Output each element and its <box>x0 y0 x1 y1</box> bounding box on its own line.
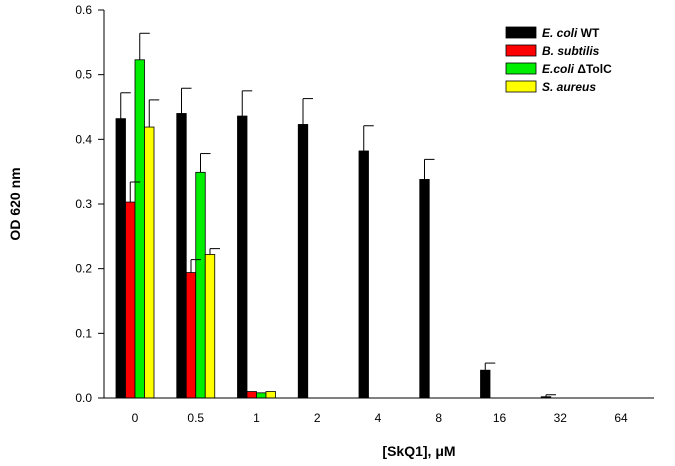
bar-1-2 <box>246 391 257 399</box>
legend-label-1: B. subtilis <box>542 44 600 58</box>
y-tick-label-2: 0.2 <box>75 262 92 276</box>
y-tick-label-6: 0.6 <box>75 3 92 17</box>
y-tick-label-3: 0.3 <box>75 197 92 211</box>
x-axis-title: [SkQ1], μM <box>382 443 455 459</box>
legend-label-plain-0: WT <box>577 26 600 40</box>
bar-0-1 <box>176 113 187 399</box>
legend-label-italic-2: E.coli <box>542 62 575 76</box>
x-tick-label-2: 1 <box>253 411 260 425</box>
bar-1-1 <box>185 272 197 399</box>
bar-2-0 <box>134 59 145 399</box>
bar-0-6 <box>480 369 491 399</box>
legend-label-italic-1: B. subtilis <box>542 44 600 58</box>
error-bars-layer <box>120 32 556 397</box>
bar-0-3 <box>297 124 309 399</box>
x-tick-label-7: 32 <box>554 411 568 425</box>
bar-0-2 <box>237 115 248 399</box>
bar-3-2 <box>265 391 276 399</box>
bar-0-5 <box>419 179 430 399</box>
x-tick-label-8: 64 <box>614 411 628 425</box>
x-tick-label-3: 2 <box>314 411 321 425</box>
legend-label-italic-3: S. aureus <box>542 80 596 94</box>
x-tick-label-0: 0 <box>132 411 139 425</box>
axes-layer <box>98 9 654 399</box>
legend-swatch-3 <box>505 80 537 93</box>
y-tick-label-1: 0.1 <box>75 326 92 340</box>
bar-3-1 <box>204 254 216 399</box>
legend-swatch-2 <box>505 62 537 75</box>
y-tick-label-0: 0.0 <box>75 391 92 405</box>
legend: E. coli WT B. subtilis E.coli ΔTolC S. aure… <box>505 26 612 94</box>
legend-swatch-1 <box>505 44 537 57</box>
x-tick-label-6: 16 <box>493 411 507 425</box>
legend-label-2: E.coli ΔTolC <box>542 62 612 76</box>
x-tick-label-4: 4 <box>375 411 382 425</box>
bar-1-0 <box>125 201 136 399</box>
legend-swatch-0 <box>505 26 537 39</box>
bar-0-0 <box>115 118 126 399</box>
bar-2-2 <box>256 392 267 399</box>
y-axis-title: OD 620 nm <box>7 167 23 240</box>
bar-0-4 <box>358 150 369 399</box>
legend-label-0: E. coli WT <box>542 26 600 40</box>
bar-2-1 <box>195 171 206 399</box>
bars-layer <box>115 59 552 399</box>
y-tick-label-5: 0.5 <box>75 68 92 82</box>
tick-labels-layer: 0.0 0.1 0.2 0.3 0.4 0.5 0.6 0 0.5 1 2 4 8 16 32 64 <box>75 3 628 425</box>
bar-3-0 <box>144 126 155 399</box>
legend-label-italic-0: E. coli <box>542 26 578 40</box>
x-tick-label-5: 8 <box>435 411 442 425</box>
legend-label-3: S. aureus <box>542 80 596 94</box>
legend-label-plain-2: ΔTolC <box>574 62 612 76</box>
y-tick-label-4: 0.4 <box>75 132 92 146</box>
x-tick-label-1: 0.5 <box>187 411 204 425</box>
